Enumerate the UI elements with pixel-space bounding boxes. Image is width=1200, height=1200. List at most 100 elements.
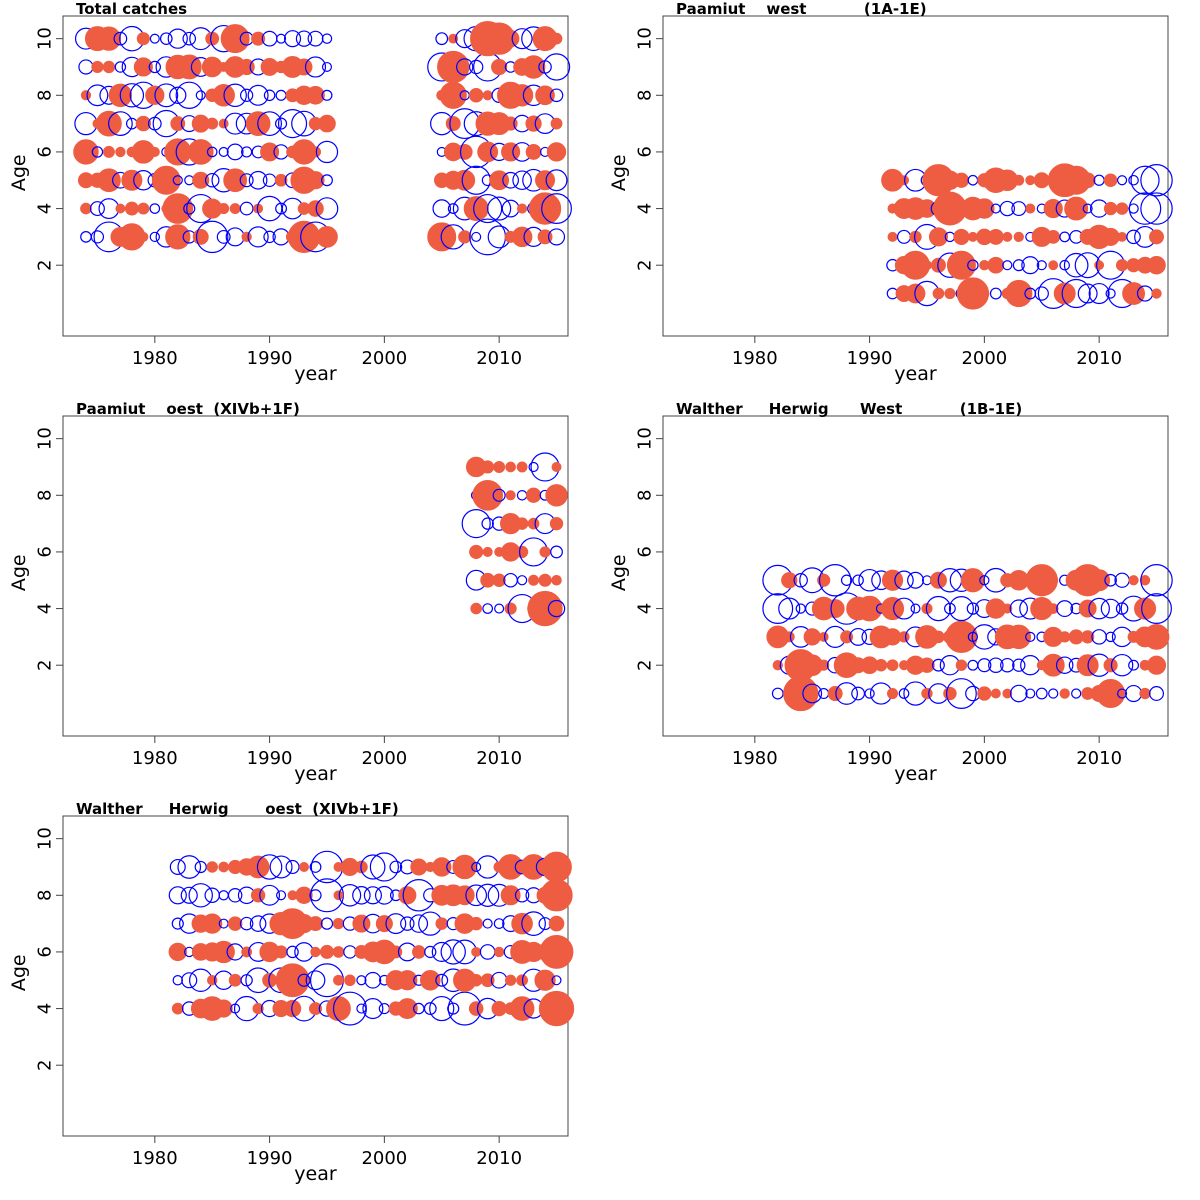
y-tick-label: 4 — [35, 203, 56, 214]
y-axis-label: Age — [608, 554, 630, 591]
residual-bubble — [228, 973, 242, 987]
residual-bubble — [275, 963, 310, 998]
residual-bubble — [1047, 603, 1059, 614]
residual-bubble — [149, 231, 161, 243]
residual-bubble — [525, 144, 542, 160]
residual-bubble — [856, 595, 883, 622]
residual-bubble — [308, 916, 323, 932]
residual-bubble — [535, 170, 556, 191]
residual-bubble — [80, 231, 92, 243]
residual-bubble — [818, 564, 852, 597]
residual-bubble — [946, 250, 976, 280]
residual-bubble — [503, 572, 518, 588]
residual-bubble — [966, 602, 980, 615]
residual-bubble — [305, 970, 326, 991]
residual-bubble — [352, 886, 371, 905]
residual-bubble — [979, 575, 990, 586]
residual-bubble — [481, 460, 495, 474]
residual-bubble — [437, 50, 470, 84]
residual-bubble — [510, 84, 534, 107]
residual-bubble — [315, 197, 339, 220]
residual-bubble — [482, 90, 493, 101]
y-tick-label: 6 — [635, 546, 656, 557]
residual-bubble — [385, 913, 407, 935]
x-tick-label: 1980 — [132, 1148, 178, 1169]
y-axis-label: Age — [8, 154, 30, 191]
x-tick-label: 1980 — [732, 348, 778, 369]
residual-bubble — [468, 88, 484, 103]
residual-bubble — [1079, 172, 1096, 189]
residual-bubble — [1140, 164, 1173, 197]
residual-bubble — [310, 946, 321, 958]
residual-bubble — [1002, 260, 1013, 271]
y-tick-label: 8 — [35, 890, 56, 901]
residual-bubble — [1025, 688, 1036, 699]
residual-bubble — [396, 998, 418, 1019]
residual-bubble — [1151, 288, 1162, 299]
residual-bubble — [80, 90, 92, 101]
residual-bubble — [491, 1000, 507, 1017]
residual-bubble — [456, 144, 473, 160]
residual-bubble — [1139, 687, 1151, 700]
residual-bubble — [1130, 165, 1160, 195]
residual-bubble — [276, 890, 287, 901]
y-tick-label: 2 — [35, 259, 56, 270]
residual-bubble — [239, 916, 254, 931]
residual-bubble — [113, 31, 128, 46]
x-tick-label: 1990 — [247, 748, 293, 769]
residual-bubble — [1134, 597, 1157, 620]
panel-title: Walther Herwig oest (XIVb+1F) — [76, 800, 399, 818]
residual-bubble — [515, 517, 529, 530]
residual-bubble — [468, 1001, 484, 1016]
residual-bubble — [465, 884, 488, 907]
y-tick-label: 6 — [35, 946, 56, 957]
residual-bubble — [476, 883, 500, 907]
residual-bubble — [1103, 173, 1118, 188]
residual-bubble — [227, 916, 243, 931]
residual-bubble — [793, 573, 808, 588]
residual-bubble — [470, 602, 482, 615]
residual-bubble — [1077, 283, 1098, 304]
panel-title: Walther Herwig West (1B-1E) — [676, 400, 1022, 418]
residual-bubble — [987, 256, 1005, 274]
residual-bubble — [80, 202, 92, 215]
residual-bubble — [1114, 572, 1130, 588]
residual-bubble — [360, 854, 386, 880]
residual-bubble — [429, 995, 455, 1022]
residual-bubble — [218, 146, 229, 157]
plot-frame — [62, 415, 569, 737]
residual-bubble — [492, 488, 506, 502]
residual-bubble — [170, 116, 186, 132]
residual-bubble — [227, 888, 243, 903]
panel-title: Paamiut oest (XIVb+1F) — [76, 400, 300, 418]
residual-bubble — [473, 193, 503, 224]
residual-bubble — [528, 461, 539, 473]
residual-bubble — [162, 193, 194, 224]
residual-bubble — [321, 89, 333, 101]
x-tick-label: 2000 — [961, 748, 1007, 769]
residual-bubble — [247, 84, 269, 106]
residual-bubble — [149, 203, 161, 214]
residual-bubble — [898, 175, 910, 186]
residual-bubble — [516, 203, 528, 214]
residual-bubble — [1025, 631, 1036, 643]
residual-bubble — [545, 169, 568, 192]
residual-bubble — [187, 139, 214, 165]
residual-bubble — [432, 199, 452, 218]
residual-bubble — [497, 854, 524, 880]
residual-bubble — [482, 918, 493, 929]
residual-bubble — [1103, 201, 1118, 216]
residual-bubble — [172, 975, 183, 986]
residual-bubble — [894, 570, 914, 590]
residual-bubble — [1002, 231, 1013, 242]
residual-bubble — [525, 487, 542, 503]
residual-bubble — [398, 886, 417, 905]
residual-bubble — [309, 889, 322, 902]
residual-bubble — [781, 572, 798, 589]
residual-bubble — [249, 915, 267, 932]
residual-bubble — [541, 851, 572, 883]
residual-bubble — [400, 916, 415, 931]
y-tick-label: 4 — [35, 603, 56, 614]
residual-bubble — [1128, 575, 1139, 586]
residual-bubble — [921, 687, 933, 700]
